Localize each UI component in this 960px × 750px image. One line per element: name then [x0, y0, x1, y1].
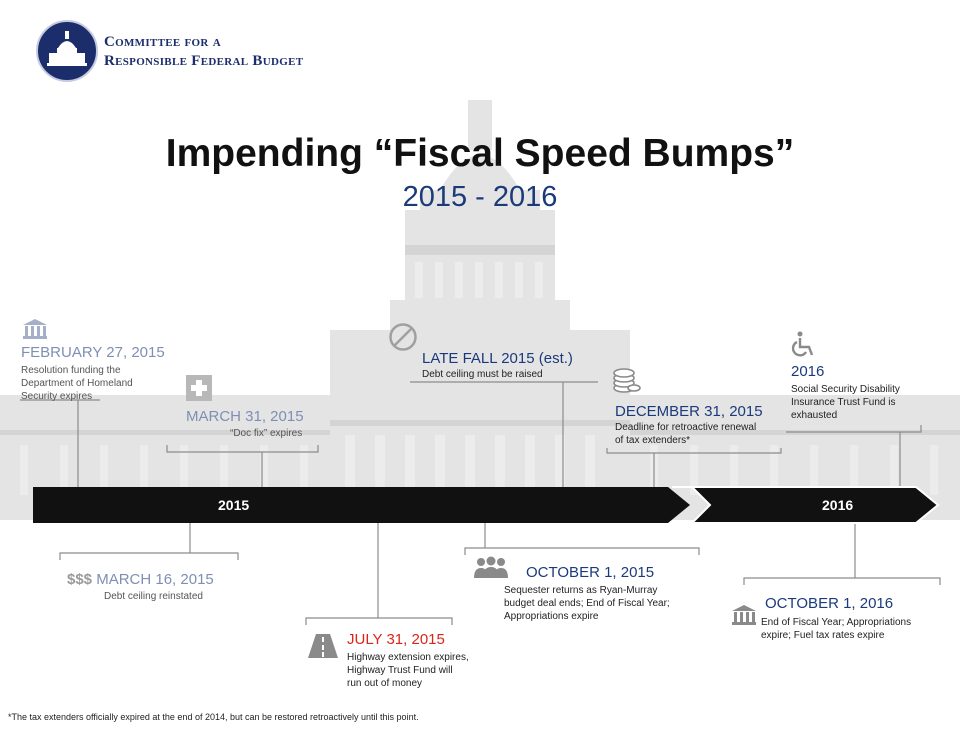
event-jul31: JULY 31, 2015 Highway extension expires,…	[347, 631, 469, 690]
event-description: Social Security Disability Insurance Tru…	[791, 383, 900, 422]
connector-dec31	[606, 448, 782, 490]
event-oct1-2015-description: Sequester returns as Ryan-Murray budget …	[504, 584, 670, 623]
event-date: 2016	[791, 363, 825, 380]
event-description-line: Appropriations expire	[504, 611, 599, 622]
event-mar16: $$$ MARCH 16, 2015 Debt ceiling reinstat…	[67, 571, 214, 603]
coins-icon	[613, 368, 641, 393]
event-description-line: Department of Homeland	[21, 378, 133, 389]
event-2016: 2016 Social Security Disability Insuranc…	[791, 363, 900, 422]
connector-latefall	[410, 381, 598, 490]
event-description-line: Resolution funding the	[21, 365, 121, 376]
connector-mar31	[166, 445, 319, 490]
event-description-line: End of Fiscal Year; Appropriations	[761, 617, 912, 628]
dollar-signs-icon: $$$	[67, 571, 93, 588]
event-description: Debt ceiling must be raised	[422, 369, 543, 380]
event-description-line: Sequester returns as Ryan-Murray	[504, 585, 658, 596]
event-description-line: Insurance Trust Fund is	[791, 397, 896, 408]
timeline-bar-2016	[672, 486, 940, 524]
event-description-line: Security expires	[21, 391, 93, 402]
people-icon	[474, 556, 508, 578]
connector-2016	[786, 425, 922, 490]
bank-icon	[23, 319, 47, 339]
page-title: Impending “Fiscal Speed Bumps”	[165, 132, 795, 175]
event-date-row: $$$ MARCH 16, 2015	[67, 571, 214, 588]
event-date: OCTOBER 1, 2016	[765, 595, 894, 612]
event-feb27: FEBRUARY 27, 2015 Resolution funding the…	[21, 344, 165, 403]
timeline-year-2016: 2016	[822, 497, 854, 513]
event-oct1-2016-description: End of Fiscal Year; Appropriations expir…	[761, 616, 911, 642]
event-oct1-2015: OCTOBER 1, 2015	[526, 564, 654, 581]
event-dec31: DECEMBER 31, 2015 Deadline for retroacti…	[615, 403, 763, 447]
connector-mar16	[59, 522, 239, 560]
event-description-line: exhausted	[791, 410, 838, 421]
event-mar31: MARCH 31, 2015 “Doc fix” expires	[186, 408, 304, 440]
event-description-line: Social Security Disability	[791, 384, 900, 395]
event-description-line: run out of money	[347, 678, 423, 689]
event-description: Deadline for retroactive renewal of tax …	[615, 421, 763, 447]
event-description: Highway extension expires, Highway Trust…	[347, 651, 469, 690]
event-oct1-2016: OCTOBER 1, 2016	[765, 595, 893, 612]
connector-feb27	[20, 399, 100, 490]
event-date: MARCH 16, 2015	[96, 571, 214, 588]
event-description: Debt ceiling reinstated	[104, 591, 203, 602]
event-description-line: of tax extenders*	[615, 435, 691, 446]
bank-icon	[732, 605, 756, 625]
event-date: LATE FALL 2015 (est.)	[422, 350, 573, 367]
event-description-line: Highway extension expires,	[347, 652, 469, 663]
event-date: MARCH 31, 2015	[186, 408, 304, 425]
event-description-line: budget deal ends; End of Fiscal Year;	[504, 598, 670, 609]
organization-name-line1: Committee for a	[104, 34, 221, 50]
road-icon	[308, 634, 338, 658]
organization-name-line2: Responsible Federal Budget	[104, 53, 304, 69]
connector-oct1-2016	[743, 522, 941, 585]
event-date: FEBRUARY 27, 2015	[21, 344, 165, 361]
event-description-line: Highway Trust Fund will	[347, 665, 453, 676]
event-date: JULY 31, 2015	[347, 631, 445, 648]
medical-cross-icon	[186, 375, 212, 401]
timeline-year-2015: 2015	[218, 497, 250, 513]
wheelchair-icon	[791, 331, 814, 357]
event-description-line: expire; Fuel tax rates expire	[761, 630, 885, 641]
event-description-line: Deadline for retroactive renewal	[615, 422, 757, 433]
event-description: “Doc fix” expires	[230, 428, 303, 439]
event-date: OCTOBER 1, 2015	[526, 564, 655, 581]
no-sign-icon	[389, 323, 417, 351]
page-subtitle: 2015 - 2016	[402, 181, 558, 213]
event-description: Resolution funding the Department of Hom…	[21, 364, 165, 403]
footnote: *The tax extenders officially expired at…	[8, 712, 419, 722]
logo-seal	[36, 20, 98, 82]
event-late-fall-2015: LATE FALL 2015 (est.) Debt ceiling must …	[422, 350, 573, 381]
capitol-logo-icon	[47, 31, 87, 66]
event-date: DECEMBER 31, 2015	[615, 403, 763, 420]
connector-oct1-2015	[464, 522, 700, 555]
connector-jul31	[305, 522, 453, 625]
organization-name: Committee for a Responsible Federal Budg…	[104, 33, 303, 71]
timeline-bar	[33, 487, 690, 523]
